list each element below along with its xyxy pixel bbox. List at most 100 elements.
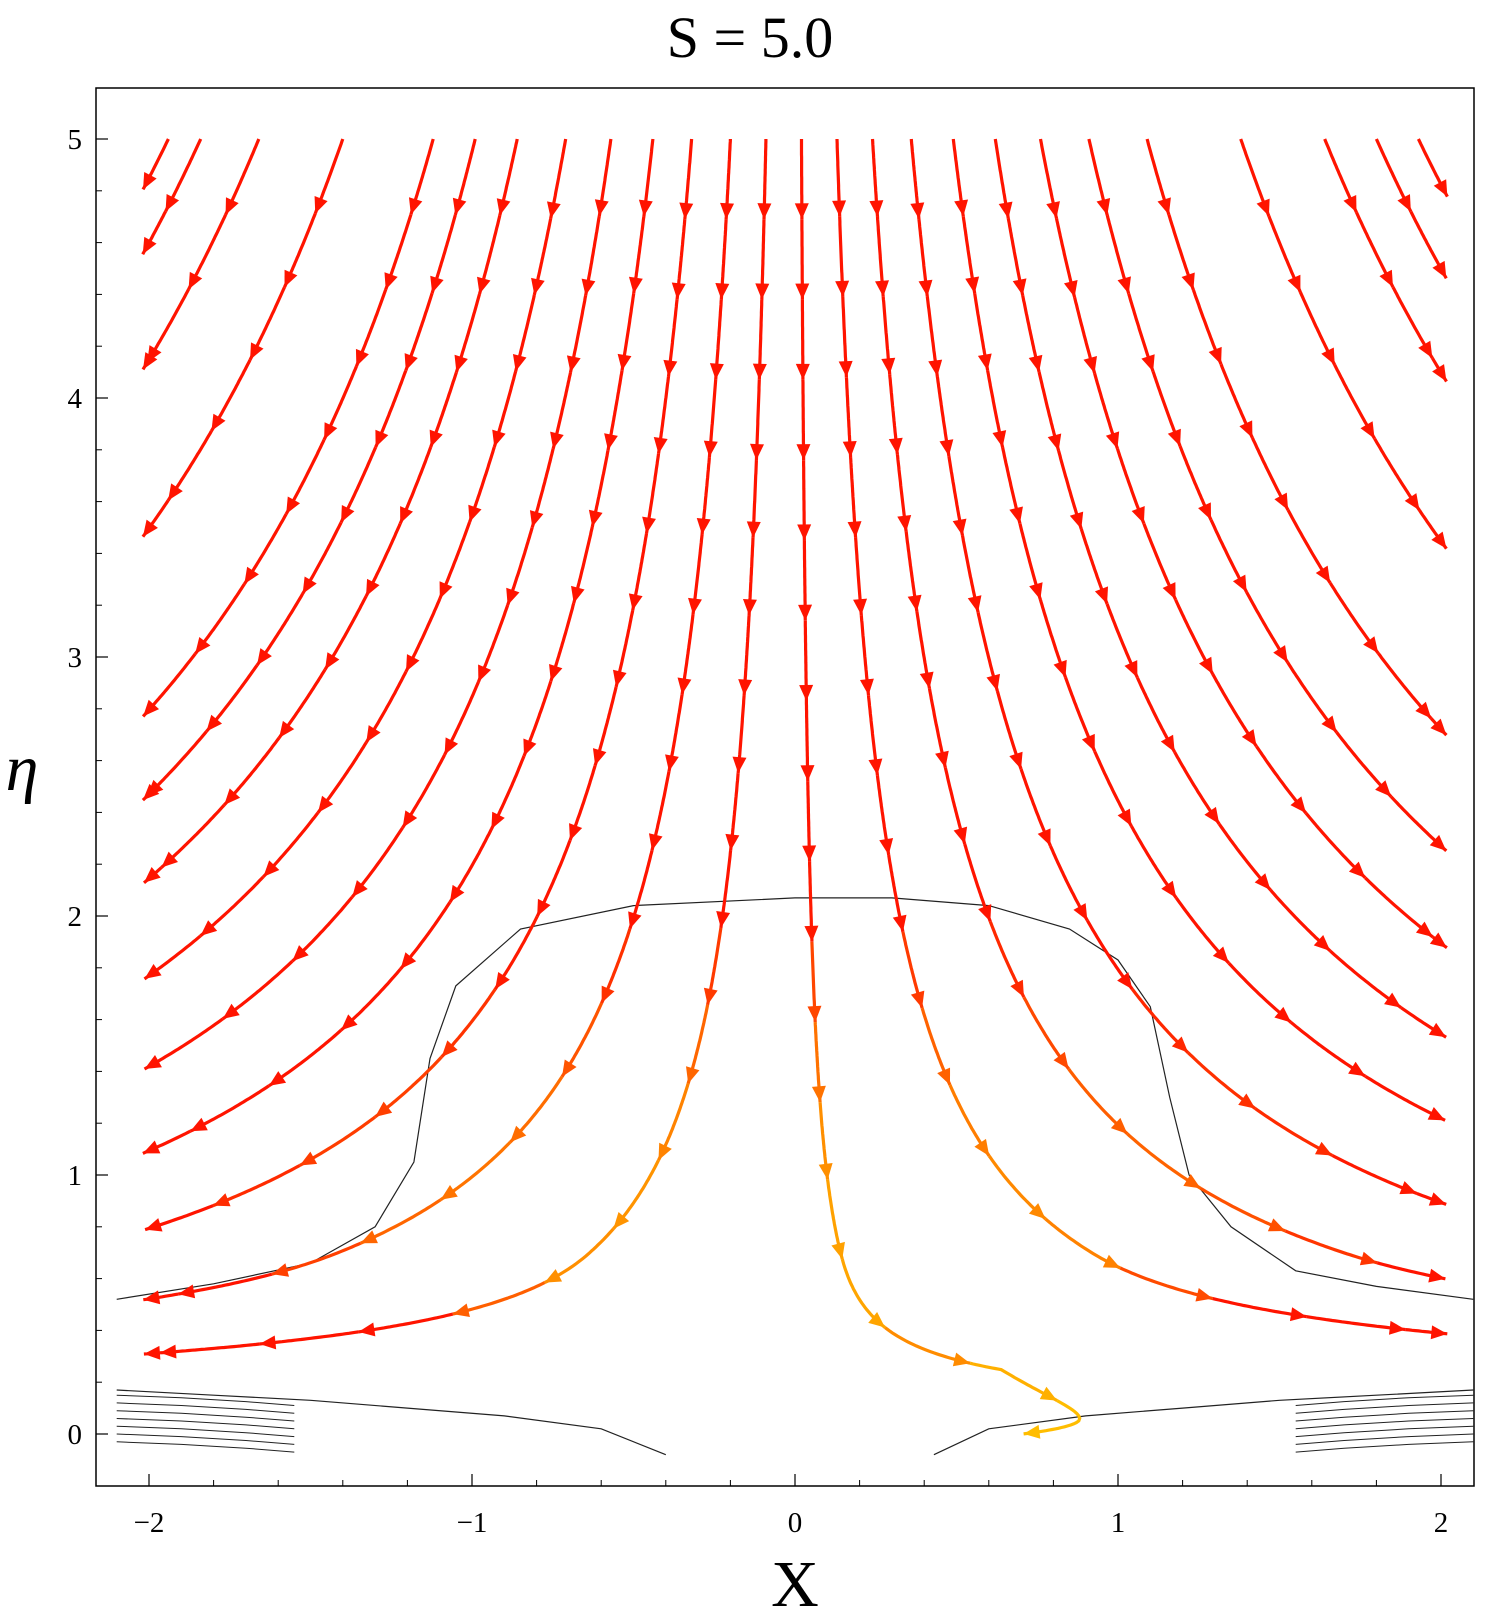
contour-line-wall	[1295, 1418, 1474, 1430]
streamline-arrowhead	[143, 172, 157, 190]
contour-line-wall	[1295, 1425, 1474, 1438]
streamline-arrowhead	[1343, 194, 1357, 213]
streamline-arrowhead	[1162, 582, 1176, 600]
streamline-arrowhead	[375, 429, 389, 448]
streamline-arrowhead	[1161, 880, 1177, 898]
streamline-arrowhead	[1348, 1061, 1366, 1077]
streamline-arrowhead	[1287, 274, 1301, 293]
streamline-arrowhead	[400, 952, 417, 969]
streamline-arrowhead	[1102, 1254, 1121, 1268]
streamline-arrowhead	[1418, 340, 1433, 359]
streamline-arrowhead	[875, 280, 889, 297]
contour-line-wall	[116, 1433, 295, 1445]
streamline-arrowhead	[1160, 734, 1175, 753]
streamline-arrowhead	[477, 276, 491, 295]
streamline-arrowhead	[190, 1117, 208, 1132]
streamline	[1374, 138, 1448, 280]
streamline-arrowhead	[1037, 828, 1051, 846]
streamline-arrowhead	[145, 1218, 163, 1232]
streamline-arrowhead	[566, 355, 581, 373]
streamline-arrowhead	[366, 725, 381, 743]
streamline-arrowhead	[142, 519, 158, 537]
streamline-arrowhead	[1314, 1141, 1333, 1156]
streamline-arrowhead	[1028, 354, 1043, 373]
streamline-arrowhead	[612, 669, 627, 687]
y-tick-label: 3	[68, 642, 83, 674]
x-tick-label: 1	[1111, 1507, 1126, 1539]
streamline-arrowhead	[222, 1003, 240, 1019]
streamline-arrowhead	[1039, 1386, 1058, 1401]
streamline-arrowhead	[510, 1125, 527, 1143]
streamline-arrowhead	[1429, 932, 1447, 948]
streamline-arrowhead	[677, 677, 692, 695]
y-tick-label: 0	[68, 1419, 83, 1451]
streamline-arrowhead	[757, 203, 772, 220]
streamline	[909, 138, 1447, 1206]
streamline-arrowhead	[1105, 431, 1120, 449]
streamline	[993, 138, 1447, 1039]
streamline-arrowhead	[440, 1185, 458, 1200]
streamline-segment	[159, 1342, 260, 1355]
streamline-arrowhead	[952, 1352, 971, 1367]
streamline-arrowhead	[400, 506, 413, 524]
streamline-arrowhead	[1010, 979, 1024, 998]
streamline-arrowhead	[439, 581, 453, 599]
streamline-arrowhead	[688, 597, 702, 615]
streamline-arrowhead	[454, 354, 468, 373]
streamline-arrowhead	[1433, 179, 1448, 197]
streamline-arrowhead	[271, 1263, 290, 1277]
streamline-arrowhead	[679, 202, 694, 220]
streamline-segment	[1284, 1229, 1378, 1265]
streamline-arrowhead	[259, 1335, 277, 1350]
contour-line-wall	[116, 1402, 295, 1414]
x-tick-label: 0	[788, 1507, 803, 1539]
streamline-arrowhead	[1313, 935, 1331, 951]
streamline-arrowhead	[628, 276, 643, 294]
contour-line-outer	[116, 897, 1474, 1300]
streamline-segment	[259, 1330, 359, 1346]
streamline-arrowhead	[478, 664, 492, 682]
streamline-arrowhead	[795, 363, 810, 380]
streamline-arrowhead	[491, 811, 505, 830]
streamline-arrowhead	[1029, 582, 1043, 600]
streamline-arrowhead	[1157, 197, 1171, 215]
streamline-arrowhead	[1238, 1093, 1256, 1109]
streamline-arrowhead	[355, 348, 369, 367]
streamline-arrowhead	[452, 1303, 470, 1318]
streamline-arrowhead	[1009, 751, 1023, 770]
streamline-arrowhead	[250, 342, 264, 360]
streamline-arrowhead	[807, 1005, 822, 1023]
streamline-arrowhead	[838, 360, 853, 378]
streamline-arrowhead	[1012, 278, 1027, 296]
streamline-arrowhead	[160, 1344, 177, 1359]
streamline-arrowhead	[658, 1142, 672, 1161]
streamline-arrowhead	[977, 353, 992, 371]
streamline-arrowhead	[1053, 659, 1067, 678]
streamline-arrowhead	[752, 363, 767, 380]
streamline-arrowhead	[1360, 421, 1375, 439]
streamline-arrowhead	[143, 1345, 161, 1360]
streamline-arrowhead	[795, 283, 810, 300]
streamline-arrowhead	[1363, 636, 1379, 654]
streamline-arrowhead	[506, 587, 520, 606]
streamline-arrowhead	[853, 598, 868, 616]
streamline-arrowhead	[715, 282, 730, 300]
streamline-arrowhead	[617, 353, 632, 371]
contour-line-wall	[1295, 1433, 1474, 1445]
streamline-arrowhead	[738, 679, 753, 696]
contour-line-wall	[1295, 1441, 1474, 1453]
streamline-arrowhead	[879, 838, 894, 855]
streamline-arrowhead	[429, 429, 443, 448]
streamline-arrowhead	[1375, 780, 1392, 797]
streamline-arrowhead	[918, 279, 933, 297]
streamline	[144, 138, 694, 1232]
streamline-arrowhead	[1124, 660, 1138, 678]
streamline	[141, 138, 477, 802]
streamline-arrowhead	[1430, 718, 1447, 736]
streamline-arrowhead	[794, 203, 809, 220]
streamline-arrowhead	[986, 673, 1000, 692]
streamline-arrowhead	[143, 352, 158, 370]
streamline-arrowhead	[144, 1055, 162, 1070]
streamline-arrowhead	[286, 496, 301, 514]
